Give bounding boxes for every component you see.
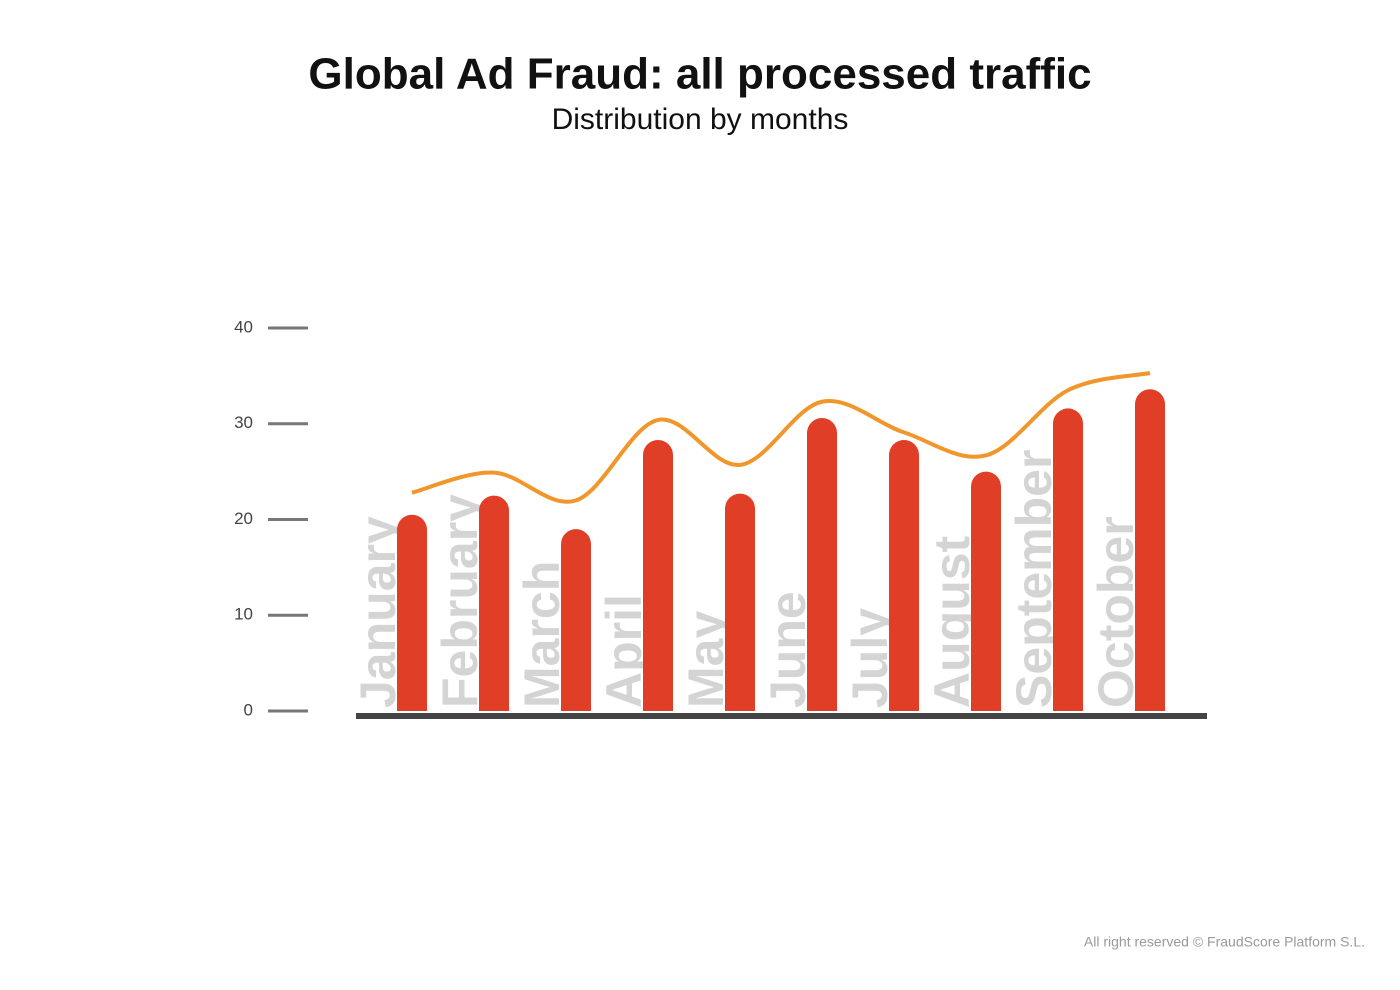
bar <box>397 514 427 711</box>
baseline <box>356 713 1207 719</box>
chart-title: Global Ad Fraud: all processed traffic <box>308 50 1091 99</box>
bar <box>971 471 1001 711</box>
y-tick-label: 40 <box>234 317 253 336</box>
x-tick-label: January <box>350 516 406 708</box>
x-tick-label: February <box>432 494 488 708</box>
x-tick-label: April <box>596 594 652 708</box>
y-tick-label: 30 <box>234 413 253 432</box>
x-tick-label: March <box>514 561 570 708</box>
x-tick-label: June <box>760 591 816 708</box>
x-tick-label: September <box>1006 450 1062 708</box>
bar <box>561 529 591 711</box>
bar <box>807 418 837 711</box>
x-tick-label: August <box>924 535 980 708</box>
footer: All right reserved © FraudScore Platform… <box>1084 934 1365 950</box>
y-tick-label: 0 <box>244 700 253 719</box>
x-tick-label: May <box>678 611 734 708</box>
x-tick-label: October <box>1088 516 1144 708</box>
x-tick-label: July <box>842 608 898 708</box>
bar <box>1053 408 1083 711</box>
bar <box>643 440 673 711</box>
bar <box>479 495 509 711</box>
trend-line <box>411 371 1151 504</box>
bar <box>725 493 755 711</box>
bar <box>889 440 919 711</box>
bar <box>1135 389 1165 711</box>
chart-subtitle: Distribution by months <box>552 103 849 136</box>
y-tick-label: 20 <box>234 509 253 528</box>
y-tick-label: 10 <box>234 605 253 624</box>
